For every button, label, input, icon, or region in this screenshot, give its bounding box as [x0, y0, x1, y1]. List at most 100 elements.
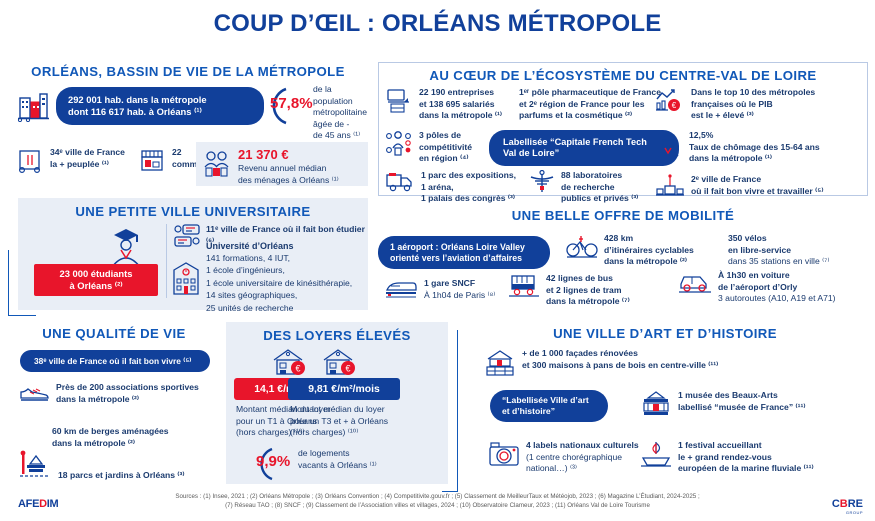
fact-voiture-l3: 3 autoroutes (A10, A19 et A71) — [718, 293, 836, 304]
house-euro-icon-1: € — [270, 346, 310, 385]
section-qualite-title: UNE QUALITÉ DE VIE — [42, 326, 186, 341]
section-mobilite-title: UNE BELLE OFFRE DE MOBILITÉ — [511, 208, 735, 223]
fact-festival: 1 festival accueillant le + grand rendez… — [640, 440, 814, 475]
age-label-l3: âgée de - — [313, 118, 350, 129]
family-people-icon — [202, 149, 232, 184]
universite-l2: 1 école d’ingénieurs, — [206, 265, 285, 276]
fact-labels-text: 4 labels nationaux culturels (1 centre c… — [526, 440, 639, 475]
universitaire-corner-accent — [8, 250, 36, 316]
universite-l5: 25 unités de recherche — [206, 302, 294, 313]
fact-labos-l2: de recherche — [561, 181, 615, 192]
airport-pill-l1: 1 aéroport : Orléans Loire Valley — [390, 241, 525, 252]
fact-cyclable-l3: dans la métropole ⁽²⁾ — [604, 256, 688, 267]
ville-art-pill-l1: “Labellisée Ville d’art — [502, 395, 589, 406]
fact-facades-l1: + de 1 000 façades rénovées — [522, 348, 638, 358]
universite-title-text: Université d’Orléans — [206, 241, 294, 251]
fact-cyclable-text: 428 km d’itinéraires cyclables dans la m… — [604, 233, 694, 268]
universite-details: 141 formations, 4 IUT, 1 école d’ingénie… — [206, 252, 352, 314]
fact-bus-l2: et 2 lignes de tram — [546, 284, 622, 295]
fact-bus-l1: 42 lignes de bus — [546, 273, 613, 283]
ville-art-pill: “Labellisée Ville d’art et d’histoire” — [490, 390, 608, 422]
fact-poles-l1: 3 pôles de — [419, 130, 462, 140]
section-qualite-de-vie: UNE QUALITÉ DE VIE 38ᵉ ville de France o… — [8, 322, 220, 487]
age-label-l4: de 45 ans ⁽¹⁾ — [313, 130, 361, 141]
fact-city-rank-text: 34ᵉ ville de France la + peuplée ⁽¹⁾ — [50, 147, 125, 170]
fact-velos-l2: en libre-service — [728, 244, 792, 255]
fact-expos-text: 1 parc des expositions, 1 aréna, 1 palai… — [421, 170, 516, 205]
fact-musee-text: 1 musée des Beaux-Arts labellisé “musée … — [678, 390, 805, 413]
rent-t1-l3: (hors charges) ⁽¹⁰⁾ — [236, 427, 305, 438]
caduceus-lab-icon — [529, 169, 555, 201]
fact-poles-l3: en région ⁽⁴⁾ — [419, 153, 469, 164]
fact-chomage-l2: Taux de chômage des 15-64 ans — [689, 141, 820, 152]
fact-festival-l2: le + grand rendez-vous — [678, 451, 772, 462]
fact-gare-text: 1 gare SNCF À 1h04 de Paris ⁽⁸⁾ — [424, 278, 495, 301]
fact-voiture-text: À 1h30 en voiture de l’aéroport d’Orly 3… — [718, 270, 836, 305]
sources-line-2: (7) Réseau TAO ; (8) SNCF ; (9) Classeme… — [225, 502, 650, 510]
section-bassin-de-vie: ORLÉANS, BASSIN DE VIE DE LA MÉTROPOLE 2… — [8, 62, 368, 190]
svg-text:€: € — [295, 364, 300, 374]
fact-ville-vivre-l1: 2ᵉ ville de France — [691, 174, 762, 184]
fact-musee-l1: 1 musée des Beaux-Arts — [678, 390, 778, 400]
fact-velos: 350 vélos en libre-service dans 35 stati… — [728, 233, 829, 268]
universite-l1: 141 formations, 4 IUT, — [206, 253, 291, 263]
population-pill-line2: dont 116 617 hab. à Orléans ⁽¹⁾ — [68, 106, 202, 117]
rent-t3-label: Montant médian du loyer pour un T3 et + … — [290, 404, 388, 439]
fact-berges-l2: dans la métropole ⁽²⁾ — [52, 437, 136, 448]
fact-festival-l3: européen de la marine fluviale ⁽¹¹⁾ — [678, 463, 814, 474]
fact-labels-l1: 4 labels nationaux culturels — [526, 440, 639, 450]
fact-voiture-l2: de l’aéroport d’Orly — [718, 281, 798, 292]
car-icon — [678, 270, 712, 299]
airport-pill: 1 aéroport : Orléans Loire Valley orient… — [378, 236, 550, 269]
fact-ville-vivre: 2ᵉ ville de France où il fait bon vivre … — [655, 174, 823, 203]
logo-cbre-c: C — [831, 498, 840, 510]
section-ecosysteme-title: AU CŒUR DE L’ÉCOSYSTÈME DU CENTRE-VAL DE… — [429, 68, 817, 83]
fact-berges-l1: 60 km de berges aménagées — [52, 426, 169, 436]
fact-cyclable-l1: 428 km — [604, 233, 634, 243]
fact-parcs-l1: 18 parcs et jardins à Orléans ⁽³⁾ — [58, 470, 185, 480]
fact-musee-l2: labellisé “musée de France” ⁽¹¹⁾ — [678, 401, 806, 412]
bicycle-icon — [566, 233, 598, 264]
section-art-title: UNE VILLE D’ART ET D’HISTOIRE — [553, 326, 777, 341]
rent-t3-badge: 9,81 €/m²/mois — [288, 378, 400, 400]
section-ecosysteme: AU CŒUR DE L’ÉCOSYSTÈME DU CENTRE-VAL DE… — [378, 62, 868, 203]
network-people-icon — [385, 130, 413, 163]
fact-chomage-text: 12,5% Taux de chômage des 15-64 ans dans… — [689, 130, 820, 165]
train-icon — [384, 278, 418, 305]
house-euro-icon-2: € — [320, 346, 360, 385]
vacancy-stat: 9,9% — [256, 453, 290, 471]
svg-text:€: € — [672, 101, 677, 110]
map-scroll-icon — [16, 147, 44, 180]
fact-expos-l2: 1 aréna, — [421, 181, 454, 192]
rent-t3-value: 9,81 €/m²/mois — [308, 383, 380, 395]
rent-t3-l2: pour un T3 et + à Orléans — [290, 415, 389, 426]
worker-person-icon — [655, 130, 683, 163]
fact-gare-l2: À 1h04 de Paris ⁽⁸⁾ — [424, 289, 496, 300]
boat-icon — [640, 440, 672, 473]
svg-text:€: € — [345, 364, 350, 374]
sport-shoe-icon — [18, 382, 50, 409]
fact-facades-l2: et 300 maisons à pans de bois en centre-… — [522, 359, 719, 370]
fact-bus: 42 lignes de bus et 2 lignes de tram dan… — [508, 273, 630, 308]
fact-labels-l3: national…) ⁽³⁾ — [526, 463, 578, 474]
fact-parcs-text: 18 parcs et jardins à Orléans ⁽³⁾ — [58, 470, 185, 482]
revenue-label-l1: Revenu annuel médian — [238, 163, 327, 173]
camera-icon — [488, 440, 520, 473]
fact-musee: 1 musée des Beaux-Arts labellisé “musée … — [640, 390, 805, 425]
fact-pib-l1: Dans le top 10 des métropoles — [691, 87, 816, 97]
fact-poles-l2: compétitivité — [419, 141, 473, 152]
growth-chart-euro-icon: € — [655, 87, 685, 120]
students-pill: 23 000 étudiants à Orléans ⁽²⁾ — [34, 264, 158, 296]
university-building-icon — [170, 260, 202, 301]
vertical-divider — [166, 224, 167, 298]
fact-associations: Près de 200 associations sportives dans … — [18, 382, 199, 409]
vacancy-unit: % — [276, 453, 291, 470]
population-pill: 292 001 hab. dans la métropole dont 116 … — [56, 87, 264, 125]
section-universitaire-title: UNE PETITE VILLE UNIVERSITAIRE — [75, 204, 311, 219]
revenue-label: Revenu annuel médian des ménages à Orléa… — [238, 163, 339, 186]
fact-labos-l1: 88 laboratoires — [561, 170, 623, 180]
revenue-box: 21 370 € Revenu annuel médian des ménage… — [196, 142, 368, 186]
fact-facades: + de 1 000 façades rénovées et 300 maiso… — [484, 348, 718, 383]
fact-communes-l1: 22 — [172, 147, 182, 157]
fact-pib-text: Dans le top 10 des métropoles françaises… — [691, 87, 815, 122]
